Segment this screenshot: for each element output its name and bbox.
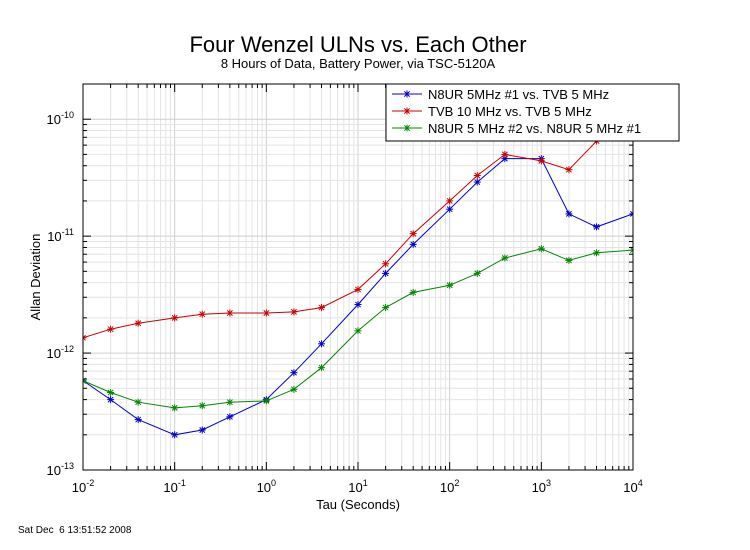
- x-axis-label: Tau (Seconds): [316, 497, 400, 512]
- data-point: [354, 285, 362, 293]
- data-point: [501, 254, 509, 262]
- x-tick-label: 100: [257, 478, 276, 495]
- data-point: [473, 269, 481, 277]
- data-point: [107, 325, 115, 333]
- chart-title: Four Wenzel ULNs vs. Each Other: [189, 32, 526, 57]
- data-point: [198, 426, 206, 434]
- x-tick-label: 103: [532, 478, 551, 495]
- data-point: [382, 260, 390, 268]
- legend-marker: [403, 124, 411, 132]
- data-point: [262, 397, 270, 405]
- data-point: [318, 304, 326, 312]
- data-point: [593, 249, 601, 257]
- data-point: [354, 301, 362, 309]
- data-point: [171, 431, 179, 439]
- y-axis-label: Allan Deviation: [28, 234, 43, 321]
- data-point: [290, 308, 298, 316]
- tick-labels: 10-2 10-1 100 101 102 103 104 10-13 10-12 10-11 10…: [47, 110, 643, 495]
- data-point: [629, 246, 633, 254]
- data-point: [134, 319, 142, 327]
- x-tick-label: 102: [440, 478, 459, 495]
- data-point: [565, 166, 573, 174]
- data-point: [318, 364, 326, 372]
- legend-label: TVB 10 MHz vs. TVB 5 MHz: [428, 104, 592, 119]
- data-point: [226, 398, 234, 406]
- data-point: [290, 385, 298, 393]
- data-point: [354, 327, 362, 335]
- legend: N8UR 5MHz #1 vs. TVB 5 MHz TVB 10 MHz vs.…: [385, 83, 680, 142]
- data-point: [593, 223, 601, 231]
- data-point: [446, 281, 454, 289]
- data-point: [226, 413, 234, 421]
- data-point: [382, 269, 390, 277]
- data-point: [134, 416, 142, 424]
- y-tick-label: 10-10: [47, 110, 74, 127]
- data-point: [409, 240, 417, 248]
- legend-label: N8UR 5MHz #1 vs. TVB 5 MHz: [428, 87, 609, 102]
- data-point: [262, 309, 270, 317]
- data-point: [501, 150, 509, 158]
- grid-lines: [82, 83, 633, 471]
- data-point: [198, 310, 206, 318]
- x-tick-label: 104: [623, 478, 642, 495]
- data-point: [501, 155, 509, 163]
- data-point: [537, 157, 545, 165]
- data-point: [290, 369, 298, 377]
- y-tick-label: 10-12: [47, 344, 74, 361]
- data-point: [537, 245, 545, 253]
- legend-marker: [403, 107, 411, 115]
- data-point: [565, 210, 573, 218]
- data-point: [446, 197, 454, 205]
- x-tick-label: 10-2: [72, 478, 94, 495]
- series-layer: [83, 118, 633, 439]
- data-point: [226, 309, 234, 317]
- legend-marker: [403, 90, 411, 98]
- footer-timestamp: Sat Dec 6 13:51:52 2008: [18, 525, 132, 536]
- data-point: [83, 334, 87, 342]
- data-point: [446, 205, 454, 213]
- data-point: [565, 256, 573, 264]
- x-tick-label: 101: [348, 478, 367, 495]
- data-point: [107, 396, 115, 404]
- data-point: [107, 389, 115, 397]
- data-point: [382, 304, 390, 312]
- data-point: [134, 398, 142, 406]
- y-tick-label: 10-13: [47, 461, 74, 478]
- data-point: [318, 340, 326, 348]
- data-point: [198, 402, 206, 410]
- data-point: [409, 288, 417, 296]
- chart-subtitle: 8 Hours of Data, Battery Power, via TSC-…: [221, 56, 496, 71]
- y-tick-label: 10-11: [47, 227, 74, 244]
- data-point: [409, 230, 417, 238]
- data-point: [171, 314, 179, 322]
- data-point: [171, 404, 179, 412]
- x-tick-label: 10-1: [163, 478, 185, 495]
- legend-label: N8UR 5 MHz #2 vs. N8UR 5 MHz #1: [428, 121, 641, 136]
- data-point: [629, 210, 633, 218]
- data-point: [473, 172, 481, 180]
- data-point: [473, 178, 481, 186]
- legend-box: [385, 83, 680, 142]
